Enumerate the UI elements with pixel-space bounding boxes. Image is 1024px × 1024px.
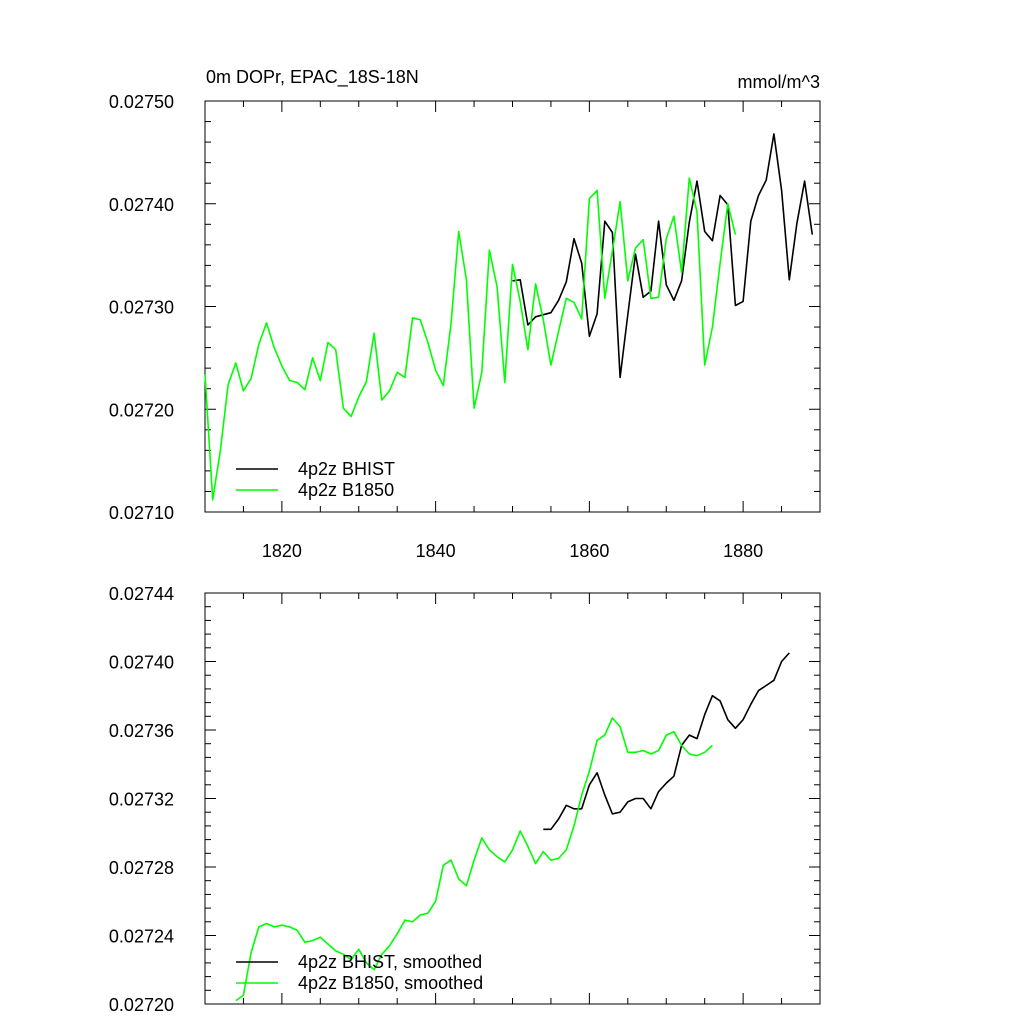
y-tick-label: 0.02724 xyxy=(109,927,174,947)
panel-top: 0m DOPr, EPAC_18S-18N mmol/m^3 1820 1840 1… xyxy=(109,67,821,561)
series-line-b1850 xyxy=(235,717,713,1002)
x-tick-label: 1880 xyxy=(723,541,763,561)
plot-area-bottom: 0.02720 0.02724 0.02728 0.02732 0.02736 0.027… xyxy=(109,584,821,1015)
y-tick-label: 0.02750 xyxy=(109,92,174,112)
y-tick-label: 0.02740 xyxy=(109,653,174,673)
panel-bottom: 0.02720 0.02724 0.02728 0.02732 0.02736 0.027… xyxy=(109,584,821,1015)
plot-area-top: 1820 1840 1860 1880 0.02710 0.02720 0.02730 0.0… xyxy=(109,92,821,561)
y-tick-label: 0.02710 xyxy=(109,503,174,523)
y-tick-label: 0.02740 xyxy=(109,195,174,215)
series-line-bhist xyxy=(512,133,814,379)
y-tick-label: 0.02732 xyxy=(109,790,174,810)
y-tick-label: 0.02730 xyxy=(109,298,174,318)
series-line-bhist xyxy=(543,652,790,831)
series-line-b1850 xyxy=(204,177,737,501)
legend-label: 4p2z B1850 xyxy=(298,480,394,500)
y-tick-label: 0.02744 xyxy=(109,584,174,604)
y-tick-label: 0.02728 xyxy=(109,858,174,878)
y-tick-label: 0.02720 xyxy=(109,400,174,420)
y-tick-label: 0.02720 xyxy=(109,995,174,1015)
chart-title: 0m DOPr, EPAC_18S-18N xyxy=(206,67,419,88)
x-tick-label: 1820 xyxy=(262,541,302,561)
x-tick-label: 1860 xyxy=(569,541,609,561)
legend-label: 4p2z BHIST, smoothed xyxy=(298,952,482,972)
legend-label: 4p2z B1850, smoothed xyxy=(298,973,483,993)
y-tick-label: 0.02736 xyxy=(109,721,174,741)
chart-units: mmol/m^3 xyxy=(738,72,820,92)
legend-label: 4p2z BHIST xyxy=(298,459,395,479)
x-tick-label: 1840 xyxy=(416,541,456,561)
